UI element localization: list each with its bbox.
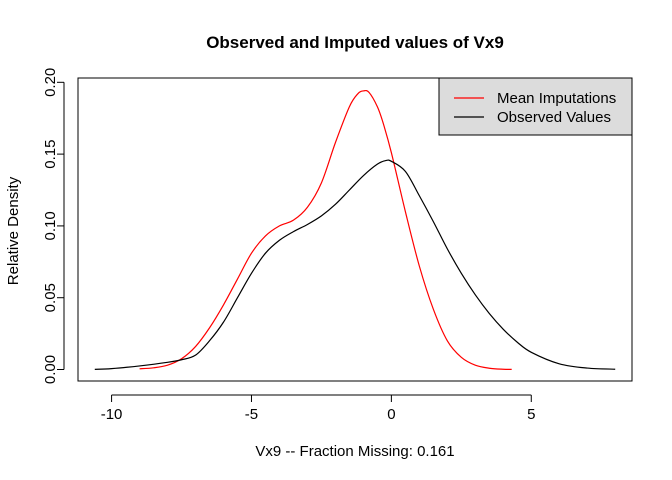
y-tick-label: 0.10: [42, 211, 59, 240]
legend: Mean Imputations Observed Values: [438, 77, 633, 136]
y-axis-label: Relative Density: [5, 176, 22, 285]
series-line-mean-imputations: [139, 89, 512, 370]
series-line-observed-values: [94, 159, 616, 370]
x-axis: -10 -5 0 5: [101, 394, 535, 423]
legend-box: [438, 77, 633, 136]
chart-title: Observed and Imputed values of Vx9: [206, 33, 504, 52]
x-tick-label: -5: [245, 406, 258, 423]
y-axis: 0.00 0.05 0.10 0.15 0.20: [42, 68, 65, 384]
series-layer: [94, 89, 616, 370]
y-tick-label: 0.05: [42, 283, 59, 312]
y-tick-label: 0.20: [42, 68, 59, 97]
x-tick-label: -10: [101, 406, 123, 423]
legend-label-observed-values: Observed Values: [497, 109, 611, 126]
y-tick-label: 0.15: [42, 140, 59, 169]
x-axis-label: Vx9 -- Fraction Missing: 0.161: [255, 443, 454, 460]
legend-label-mean-imputations: Mean Imputations: [497, 90, 616, 107]
x-tick-label: 0: [387, 406, 395, 423]
plot-area-frame: [77, 77, 633, 382]
y-tick-label: 0.00: [42, 355, 59, 384]
x-tick-label: 5: [527, 406, 535, 423]
